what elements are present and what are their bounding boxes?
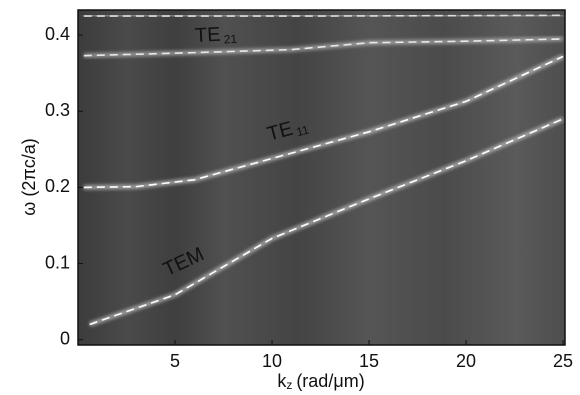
- band-line: [83, 38, 564, 57]
- y-tick-label: 0.1: [45, 252, 70, 272]
- x-label-rest: (rad/μm): [296, 371, 364, 391]
- annotation-sub: 21: [223, 32, 237, 47]
- x-label-sub: z: [286, 378, 292, 392]
- plot-background: [78, 10, 565, 345]
- x-tick-label: 10: [262, 351, 282, 371]
- x-tick-label: 15: [359, 351, 379, 371]
- x-tick-label: 25: [553, 351, 573, 371]
- plot-frame: [77, 9, 566, 346]
- plot-area: [83, 12, 565, 327]
- y-tick-label: 0.3: [45, 100, 70, 120]
- annotation-sub: 11: [295, 123, 311, 140]
- band-line: [89, 118, 564, 326]
- x-tick-label: 20: [456, 351, 476, 371]
- x-label-main: k: [277, 371, 287, 391]
- x-axis-label: kz (rad/μm): [277, 371, 364, 392]
- y-tick-label: 0.4: [45, 24, 70, 44]
- band-annotation: TE 21: [194, 23, 237, 48]
- band-line: [83, 14, 564, 17]
- y-tick-label: 0: [60, 328, 70, 348]
- x-tick-label: 5: [170, 351, 180, 371]
- annotation-text: TE: [194, 24, 221, 47]
- y-axis-label: ω (2πc/a): [19, 138, 39, 215]
- band-line: [83, 55, 564, 189]
- y-tick-label: 0.2: [45, 176, 70, 196]
